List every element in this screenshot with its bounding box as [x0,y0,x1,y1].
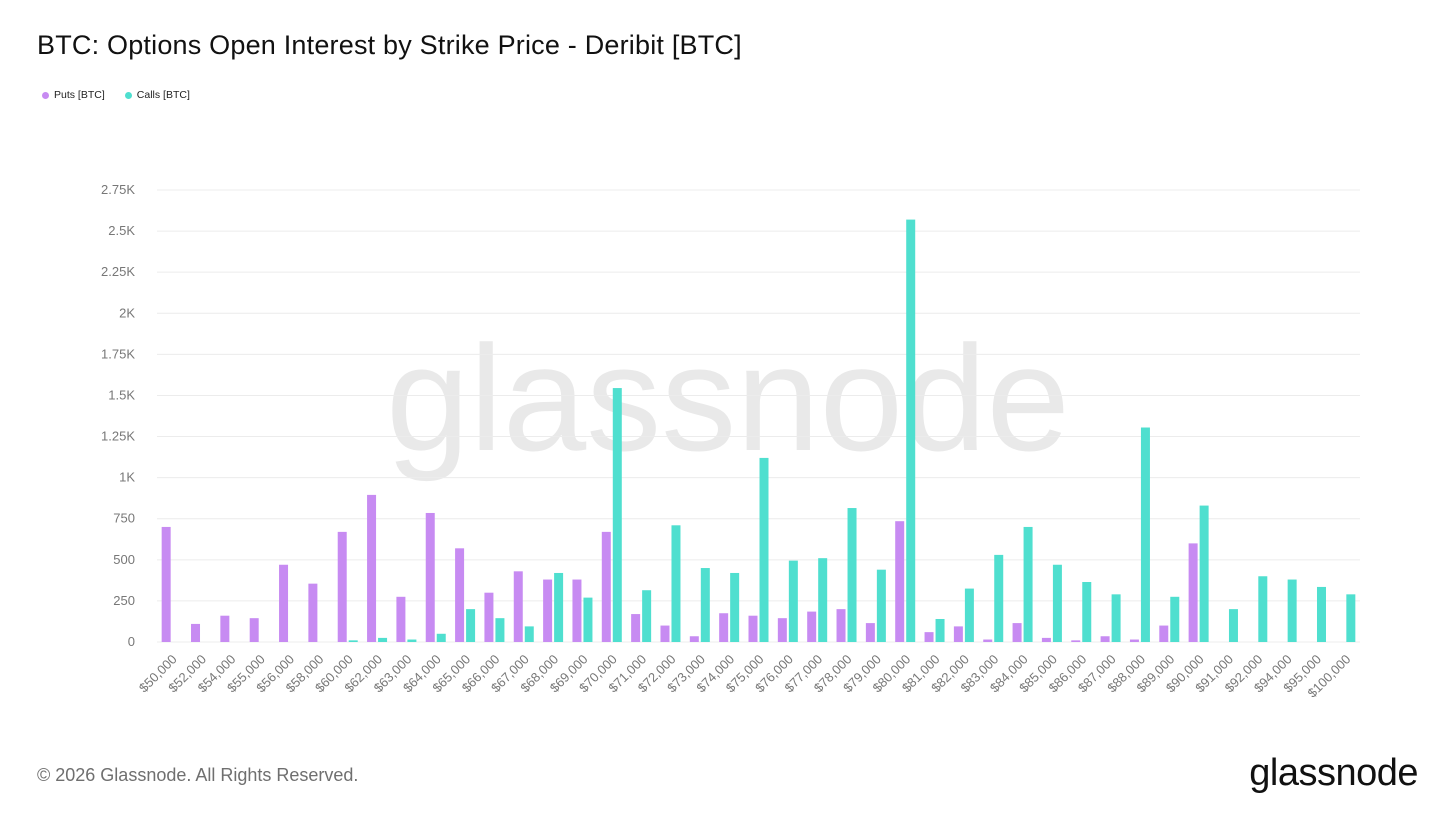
copyright-footer: © 2026 Glassnode. All Rights Reserved. [37,765,359,785]
put-bar[interactable] [425,512,435,642]
y-tick-label: 2.75K [101,182,135,197]
call-bar[interactable] [935,618,945,642]
put-bar[interactable] [396,596,406,642]
brand-logo: glassnode [1249,752,1418,794]
put-bar[interactable] [337,531,347,642]
put-bar[interactable] [484,592,494,642]
call-bar[interactable] [1140,427,1150,642]
y-tick-label: 0 [128,634,135,649]
y-tick-label: 500 [113,552,135,567]
call-bar[interactable] [1082,582,1092,642]
y-tick-label: 750 [113,511,135,526]
put-bar[interactable] [1071,640,1081,642]
put-bar[interactable] [1188,543,1198,642]
call-bar[interactable] [378,637,388,642]
call-bar[interactable] [642,590,652,642]
put-bar[interactable] [308,583,318,642]
call-bar[interactable] [788,560,798,642]
put-bar[interactable] [513,571,523,642]
call-bar[interactable] [994,554,1004,642]
legend-item-calls[interactable]: Calls [BTC] [124,89,190,101]
call-bar[interactable] [348,640,358,642]
put-bar[interactable] [983,639,993,642]
call-bar[interactable] [1258,576,1268,642]
y-tick-label: 1.25K [101,429,135,444]
call-bar[interactable] [1346,594,1356,642]
call-bar[interactable] [1052,564,1062,642]
put-bar[interactable] [191,623,201,642]
gridlines [157,189,1360,643]
put-bar[interactable] [543,579,553,642]
legend-item-puts[interactable]: Puts [BTC] [42,89,105,101]
call-bar[interactable] [1111,594,1121,642]
call-bar[interactable] [1023,526,1033,642]
call-bar[interactable] [524,626,534,642]
y-tick-label: 2.25K [101,264,135,279]
call-bar[interactable] [700,568,710,642]
put-bar[interactable] [161,526,171,642]
call-bar[interactable] [730,572,740,642]
put-bar[interactable] [1100,636,1110,642]
y-tick-label: 1.75K [101,346,135,361]
put-bar[interactable] [1159,625,1169,642]
legend: Puts [BTC] Calls [BTC] [42,89,190,101]
put-bar[interactable] [924,632,934,642]
call-bar[interactable] [495,618,505,642]
y-tick-label: 1.5K [108,387,135,402]
call-bar[interactable] [1316,586,1326,642]
call-bar[interactable] [436,633,446,642]
call-bar[interactable] [407,639,417,642]
call-bar[interactable] [906,219,916,642]
y-tick-label: 1K [119,470,135,485]
y-tick-label: 2.5K [108,223,135,238]
y-tick-label: 250 [113,593,135,608]
call-bar[interactable] [466,609,476,642]
call-bar[interactable] [876,569,886,642]
put-bar[interactable] [777,618,787,642]
calls-dot-icon [124,91,132,99]
put-bar[interactable] [601,531,611,642]
call-bar[interactable] [671,525,681,642]
put-bar[interactable] [836,609,846,642]
put-bar[interactable] [953,626,963,642]
x-axis: $50,000$52,000$54,000$55,000$56,000$58,0… [136,652,1353,701]
put-bar[interactable] [660,625,670,642]
put-bar[interactable] [719,613,729,642]
legend-label-calls: Calls [BTC] [136,89,190,101]
bars [161,219,1356,642]
put-bar[interactable] [279,564,289,642]
call-bar[interactable] [1287,579,1297,642]
put-bar[interactable] [807,611,817,642]
put-bar[interactable] [249,618,259,642]
put-bar[interactable] [220,615,230,642]
put-bar[interactable] [1041,637,1051,642]
call-bar[interactable] [759,457,769,642]
put-bar[interactable] [572,579,582,642]
call-bar[interactable] [1170,596,1180,642]
chart-title: BTC: Options Open Interest by Strike Pri… [37,30,742,60]
call-bar[interactable] [554,572,564,642]
put-bar[interactable] [455,548,465,642]
call-bar[interactable] [964,588,974,642]
y-tick-label: 2K [119,305,135,320]
watermark: glassnode [386,314,1070,482]
put-bar[interactable] [895,521,905,642]
y-axis: 0 250 500 750 1K 1.25K 1.5K 1.75K 2K 2.25K 2.5K 2.7… [101,182,135,649]
put-bar[interactable] [748,615,758,642]
put-bar[interactable] [1012,623,1022,642]
legend-label-puts: Puts [BTC] [54,89,105,101]
call-bar[interactable] [1199,505,1209,642]
call-bar[interactable] [847,508,857,642]
put-bar[interactable] [367,494,377,642]
call-bar[interactable] [612,388,622,642]
put-bar[interactable] [1129,639,1139,642]
call-bar[interactable] [583,597,593,642]
put-bar[interactable] [689,636,699,642]
puts-dot-icon [42,91,49,99]
put-bar[interactable] [631,614,641,642]
put-bar[interactable] [865,623,875,642]
call-bar[interactable] [1228,609,1238,642]
call-bar[interactable] [818,558,828,642]
